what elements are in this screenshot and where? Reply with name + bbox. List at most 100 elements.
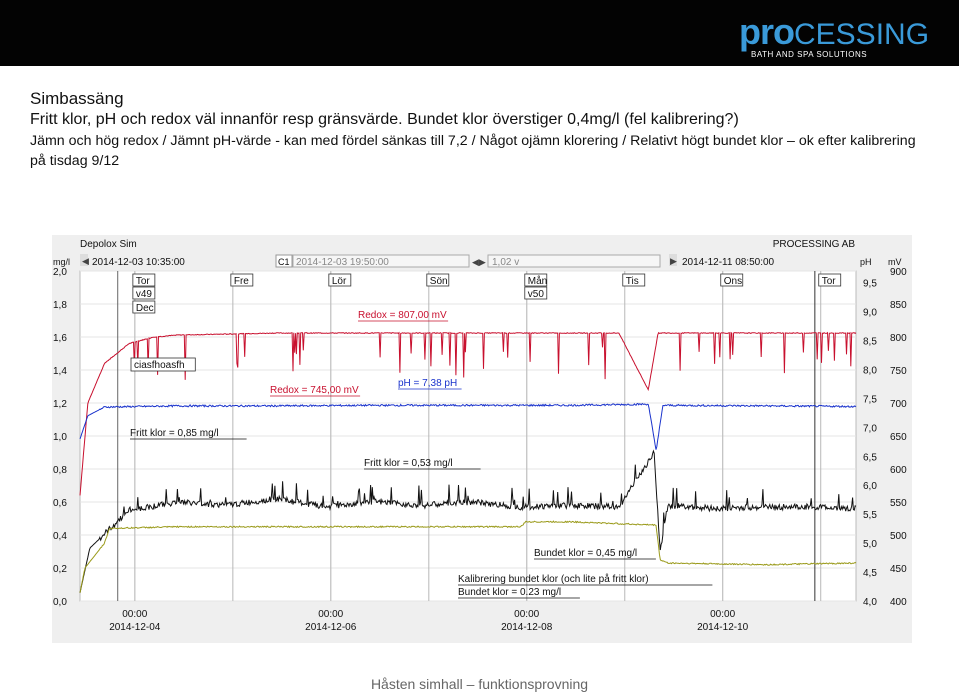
company-label: PROCESSING AB bbox=[773, 239, 856, 250]
day-marker-label: Ons bbox=[724, 276, 742, 287]
annotation-box bbox=[130, 357, 196, 372]
x-axis-ticks: 00:00 2014-12-04 00:00 2014-12-06 00:00 2014-… bbox=[109, 609, 748, 633]
day-marker-label: Fre bbox=[234, 276, 249, 287]
mv-tick-label: 650 bbox=[890, 432, 907, 443]
cursor-time-field[interactable] bbox=[292, 254, 470, 268]
scroll-left-button[interactable] bbox=[80, 254, 88, 266]
ph-tick-label: 6,0 bbox=[863, 481, 877, 492]
day-marker-box bbox=[622, 273, 646, 287]
top-banner: proCESSING BATH AND SPA SOLUTIONS bbox=[0, 0, 959, 66]
day-marker-label: Lör bbox=[332, 276, 347, 287]
marker-note: v50 bbox=[528, 289, 545, 300]
ph-tick-label: 7,5 bbox=[863, 394, 877, 405]
trend-chart: Depolox Sim PROCESSING AB mg/l ◀ 2014-12… bbox=[53, 239, 907, 633]
x-tick-time: 00:00 bbox=[318, 609, 343, 620]
cursor-label: C1 bbox=[278, 257, 290, 267]
day-marker-box bbox=[328, 273, 352, 287]
ph-tick-label: 9,5 bbox=[863, 279, 877, 290]
mv-tick-label: 850 bbox=[890, 300, 907, 311]
chart-panel: Depolox Sim PROCESSING AB mg/l ◀ 2014-12… bbox=[52, 235, 912, 643]
annotation-label: Kalibrering bundet klor (och lite på fri… bbox=[458, 573, 649, 585]
day-marker-box bbox=[230, 273, 254, 287]
day-marker-box bbox=[524, 273, 548, 287]
scroll-right-icon: ▶ bbox=[670, 256, 677, 266]
annotation-label: Bundet klor = 0,45 mg/l bbox=[534, 548, 637, 559]
mv-tick-label: 750 bbox=[890, 366, 907, 377]
series-layer bbox=[79, 331, 857, 593]
left-tick-label: 1,2 bbox=[53, 399, 67, 410]
annotation-label: Redox = 807,00 mV bbox=[358, 310, 447, 321]
mv-tick-label: 800 bbox=[890, 333, 907, 344]
slide-heading: Simbassäng bbox=[30, 89, 124, 108]
series-bundet-klor bbox=[79, 520, 857, 593]
left-axis-ticks: 0,0 0,2 0,4 0,6 0,8 1,0 1,2 1,4 1,6 1,8 2,0 bbox=[53, 267, 67, 608]
annotation-label: Bundet klor = 0.23 mg/l bbox=[458, 587, 561, 598]
x-tick-date: 2014-12-06 bbox=[305, 622, 357, 633]
day-marker-box bbox=[426, 273, 450, 287]
day-marker-label: Sön bbox=[430, 276, 448, 287]
left-tick-label: 2,0 bbox=[53, 267, 67, 278]
day-marker-label: Tis bbox=[626, 276, 639, 287]
mv-tick-label: 600 bbox=[890, 465, 907, 476]
left-tick-label: 0,4 bbox=[53, 531, 67, 542]
left-tick-label: 1,4 bbox=[53, 366, 67, 377]
ph-axis-unit: pH bbox=[860, 257, 872, 267]
logo-tagline: BATH AND SPA SOLUTIONS bbox=[751, 50, 868, 59]
left-axis-unit: mg/l bbox=[53, 257, 70, 267]
ph-tick-label: 4,5 bbox=[863, 568, 877, 579]
ph-tick-label: 9,0 bbox=[863, 308, 877, 319]
start-time: 2014-12-03 10:35:00 bbox=[92, 257, 185, 268]
marker-note-box bbox=[132, 300, 156, 314]
mv-tick-label: 550 bbox=[890, 498, 907, 509]
ph-tick-label: 5,0 bbox=[863, 539, 877, 550]
scroll-right-button[interactable] bbox=[669, 254, 677, 266]
mv-axis-unit: mV bbox=[888, 257, 902, 267]
series-redox bbox=[79, 331, 857, 496]
processing-logo: proCESSING BATH AND SPA SOLUTIONS bbox=[739, 11, 930, 60]
day-marker-label: Tor bbox=[822, 276, 837, 287]
slide-subheading: Fritt klor, pH och redox väl innanför re… bbox=[30, 111, 739, 128]
end-time: 2014-12-11 08:50:00 bbox=[682, 257, 775, 268]
x-tick-time: 00:00 bbox=[710, 609, 735, 620]
mv-tick-label: 900 bbox=[890, 267, 907, 278]
x-tick-time: 00:00 bbox=[122, 609, 147, 620]
scroll-left-icon: ◀ bbox=[82, 256, 89, 266]
day-marker-label: Mån bbox=[528, 275, 547, 287]
marker-note-box bbox=[132, 286, 156, 300]
ph-tick-label: 5,5 bbox=[863, 510, 877, 521]
annotations: Redox = 807,00 mV Redox = 745,00 mV pH = 7… bbox=[130, 310, 713, 599]
cursor-value: 1,02 v bbox=[492, 257, 519, 268]
annotation-label: Fritt klor = 0,85 mg/l bbox=[130, 428, 219, 439]
cursor-c1-box[interactable] bbox=[275, 254, 293, 268]
app-title: Depolox Sim bbox=[80, 239, 137, 250]
left-tick-label: 0,8 bbox=[53, 465, 67, 476]
x-tick-date: 2014-12-10 bbox=[697, 622, 749, 633]
mv-tick-label: 700 bbox=[890, 399, 907, 410]
ph-tick-label: 6,5 bbox=[863, 452, 877, 463]
ph-tick-label: 8,5 bbox=[863, 336, 877, 347]
x-tick-date: 2014-12-08 bbox=[501, 622, 553, 633]
ph-tick-label: 7,0 bbox=[863, 423, 877, 434]
day-marker-label: Tor bbox=[136, 276, 151, 287]
day-marker-box bbox=[132, 273, 156, 287]
ph-axis-ticks: 4,0 4,5 5,0 5,5 6,0 6,5 7,0 7,5 8,0 8,5 9,0 9,5 bbox=[863, 279, 877, 608]
day-markers: Tor Fre Lör Sön Mån Tis Ons Tor v49 Dec v50 bbox=[117, 271, 842, 601]
series-ph bbox=[79, 402, 857, 450]
marker-note: Dec bbox=[136, 303, 154, 314]
day-marker-box bbox=[720, 273, 744, 287]
step-arrows-icon[interactable]: ◀▶ bbox=[472, 257, 486, 267]
left-tick-label: 0,2 bbox=[53, 564, 67, 575]
marker-note-box bbox=[524, 286, 548, 300]
day-marker-box bbox=[818, 273, 842, 287]
annotation-label: pH = 7,38 pH bbox=[398, 378, 457, 389]
cursor-value-field[interactable] bbox=[487, 254, 661, 268]
slide-footer: Håsten simhall – funktionsprovning bbox=[370, 676, 589, 692]
mv-tick-label: 400 bbox=[890, 597, 907, 608]
annotation-label: Fritt klor = 0,53 mg/l bbox=[364, 458, 453, 469]
annotation-label: ciasfhoasfh bbox=[134, 360, 185, 371]
annotation-label: Redox = 745,00 mV bbox=[270, 385, 359, 396]
left-tick-label: 1,8 bbox=[53, 300, 67, 311]
mv-tick-label: 450 bbox=[890, 564, 907, 575]
left-tick-label: 0,0 bbox=[53, 597, 67, 608]
x-tick-time: 00:00 bbox=[514, 609, 539, 620]
